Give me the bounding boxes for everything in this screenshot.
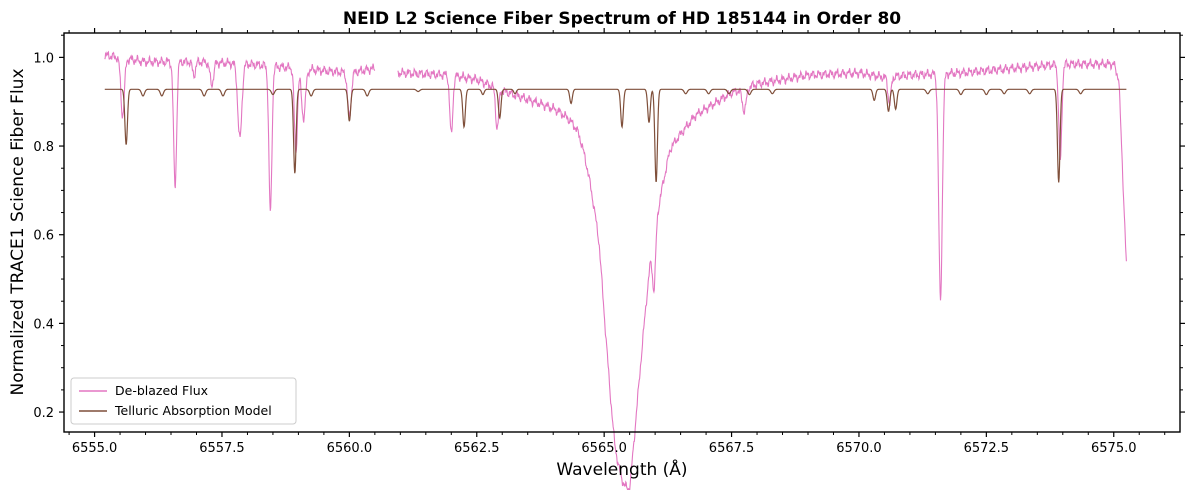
x-tick-label: 6575.0 — [1091, 441, 1137, 456]
legend-label-deblazed: De-blazed Flux — [115, 383, 208, 398]
series-deblazed-flux — [104, 50, 1127, 490]
x-tick-label: 6557.5 — [199, 441, 245, 456]
x-tick-label: 6572.5 — [964, 441, 1010, 456]
legend-label-telluric: Telluric Absorption Model — [114, 403, 272, 418]
series-telluric-model — [104, 88, 1127, 183]
y-tick-label: 0.4 — [33, 317, 54, 332]
y-tick-label: 0.2 — [33, 406, 54, 421]
y-tick-label: 0.6 — [33, 229, 54, 244]
plot-lines — [104, 50, 1127, 490]
x-tick-label: 6560.0 — [327, 441, 373, 456]
y-axis-label: Normalized TRACE1 Science Fiber Flux — [8, 68, 28, 395]
chart-title: NEID L2 Science Fiber Spectrum of HD 185… — [343, 9, 901, 29]
legend-box — [70, 377, 297, 425]
plot-frame — [63, 32, 1181, 433]
y-tick-label: 1.0 — [33, 51, 54, 66]
axis-ticks: 6555.0 6557.5 6560.0 6562.5 6565.0 6567.5 6570… — [33, 28, 1185, 456]
x-axis-label: Wavelength (Å) — [556, 458, 687, 480]
legend: De-blazed Flux Telluric Absorption Model — [70, 377, 297, 425]
x-tick-label: 6565.0 — [581, 441, 627, 456]
x-tick-label: 6555.0 — [72, 441, 118, 456]
x-tick-label: 6562.5 — [454, 441, 500, 456]
y-tick-label: 0.8 — [33, 140, 54, 155]
x-tick-label: 6570.0 — [836, 441, 882, 456]
x-tick-label: 6567.5 — [709, 441, 755, 456]
